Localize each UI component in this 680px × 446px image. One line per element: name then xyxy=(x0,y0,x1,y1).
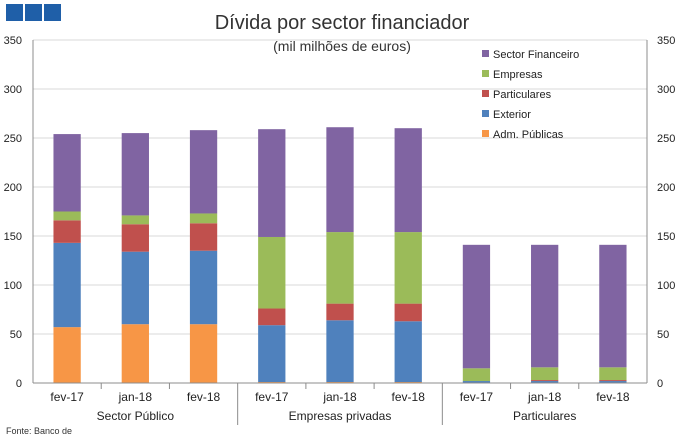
chart-title: Dívida por sector financiador xyxy=(215,12,470,34)
legend-swatch-adm-p-blicas xyxy=(482,130,489,137)
bar-exterior-2 xyxy=(189,250,218,325)
bar-particulares-8 xyxy=(599,380,627,382)
bar-sector-financeiro-2 xyxy=(189,130,218,214)
chart-subtitle: (mil milhões de euros) xyxy=(273,38,411,54)
y-tick-right-150: 150 xyxy=(657,231,675,243)
y-tick-right-200: 200 xyxy=(657,182,675,194)
bar-exterior-4 xyxy=(326,320,354,383)
bar-empresas-0 xyxy=(53,211,81,221)
x-category-label: fev-17 xyxy=(255,390,289,404)
x-category-label: jan-18 xyxy=(322,390,357,404)
y-tick-right-300: 300 xyxy=(657,84,675,96)
bar-sector-financeiro-5 xyxy=(394,128,422,233)
bar-exterior-3 xyxy=(258,325,286,383)
bar-particulares-7 xyxy=(531,380,559,382)
bar-sector-financeiro-0 xyxy=(53,134,81,212)
bar-empresas-1 xyxy=(121,215,149,225)
bar-empresas-7 xyxy=(531,367,559,381)
bar-exterior-0 xyxy=(53,242,81,328)
bar-sector-financeiro-4 xyxy=(326,127,354,233)
legend-label-adm-p-blicas: Adm. Públicas xyxy=(493,129,564,141)
bar-exterior-8 xyxy=(599,381,627,383)
x-category-label: fev-18 xyxy=(392,390,426,404)
y-tick-left-200: 200 xyxy=(4,182,22,194)
legend-label-sector-financeiro: Sector Financeiro xyxy=(493,49,579,61)
legend-label-particulares: Particulares xyxy=(493,89,552,101)
bar-adm-p-blicas-0 xyxy=(53,327,81,383)
bar-exterior-6 xyxy=(462,381,491,383)
x-category-label: fev-18 xyxy=(596,390,630,404)
logo-square-3 xyxy=(44,4,61,21)
bar-exterior-5 xyxy=(394,321,422,383)
y-tick-right-100: 100 xyxy=(657,280,675,292)
bar-sector-financeiro-6 xyxy=(462,244,491,369)
legend-label-empresas: Empresas xyxy=(493,69,543,81)
bar-exterior-7 xyxy=(531,381,559,383)
y-tick-right-350: 350 xyxy=(657,35,675,47)
bar-empresas-3 xyxy=(258,236,286,309)
bar-empresas-2 xyxy=(189,213,218,224)
legend-swatch-exterior xyxy=(482,110,489,117)
bar-empresas-6 xyxy=(462,368,491,382)
bar-sector-financeiro-3 xyxy=(258,129,286,237)
y-tick-left-100: 100 xyxy=(4,280,22,292)
logo-square-1 xyxy=(6,4,23,21)
y-tick-left-50: 50 xyxy=(10,329,22,341)
x-category-label: fev-17 xyxy=(460,390,494,404)
bar-exterior-1 xyxy=(121,251,149,325)
bar-empresas-5 xyxy=(394,232,422,304)
bar-particulares-5 xyxy=(394,303,422,322)
bar-particulares-1 xyxy=(121,224,149,252)
x-group-label: Sector Público xyxy=(97,409,175,423)
bar-particulares-3 xyxy=(258,308,286,326)
x-group-label: Particulares xyxy=(513,409,576,423)
x-category-label: fev-18 xyxy=(187,390,221,404)
source-note: Fonte: Banco de xyxy=(6,426,73,436)
legend-swatch-sector-financeiro xyxy=(482,50,489,57)
y-tick-left-300: 300 xyxy=(4,84,22,96)
y-tick-right-0: 0 xyxy=(657,378,663,390)
x-category-label: fev-17 xyxy=(50,390,84,404)
y-tick-right-50: 50 xyxy=(657,329,669,341)
x-category-label: jan-18 xyxy=(527,390,562,404)
bar-sector-financeiro-7 xyxy=(531,244,559,368)
bar-sector-financeiro-1 xyxy=(121,133,149,216)
bar-adm-p-blicas-2 xyxy=(189,324,218,383)
y-tick-left-150: 150 xyxy=(4,231,22,243)
legend-swatch-particulares xyxy=(482,90,489,97)
logo-square-2 xyxy=(25,4,42,21)
y-tick-left-250: 250 xyxy=(4,133,22,145)
x-category-label: jan-18 xyxy=(118,390,153,404)
bar-empresas-8 xyxy=(599,367,627,381)
bar-sector-financeiro-8 xyxy=(599,244,627,368)
legend-swatch-empresas xyxy=(482,70,489,77)
bar-empresas-4 xyxy=(326,232,354,304)
bar-adm-p-blicas-1 xyxy=(121,324,149,383)
bar-particulares-2 xyxy=(189,223,218,251)
bar-particulares-4 xyxy=(326,303,354,321)
y-tick-left-0: 0 xyxy=(16,378,22,390)
y-tick-left-350: 350 xyxy=(4,35,22,47)
bar-particulares-0 xyxy=(53,220,81,243)
legend-label-exterior: Exterior xyxy=(493,109,531,121)
y-tick-right-250: 250 xyxy=(657,133,675,145)
x-group-label: Empresas privadas xyxy=(289,409,392,423)
